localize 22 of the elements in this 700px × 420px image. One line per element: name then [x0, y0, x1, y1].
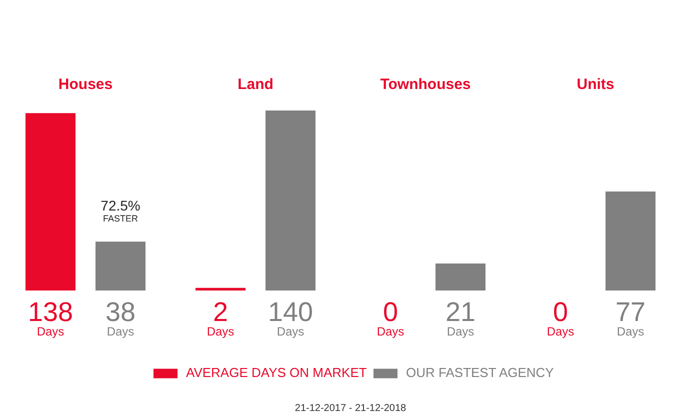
bar	[606, 192, 656, 290]
x-tick-label: Townhouses	[380, 76, 471, 93]
text: 21-12-2017 - 21-12-2018	[294, 403, 407, 414]
x-tick-label: Land	[238, 76, 274, 93]
bar	[26, 113, 76, 290]
data-label: 38 Days	[105, 297, 136, 338]
data-label: 138 Days	[28, 297, 74, 338]
data-label: 21 Days	[445, 297, 476, 338]
bar	[96, 242, 146, 290]
x-tick-label: Units	[576, 76, 614, 93]
data-label: 140 Days	[268, 297, 314, 338]
legend-label: AVERAGE DAYS ON MARKET	[186, 365, 367, 380]
data-label: 0 Days	[546, 297, 574, 338]
x-tick-label: Houses	[58, 76, 113, 93]
annotation: 72.5% FASTER	[100, 198, 140, 224]
bar	[436, 264, 486, 290]
bar	[196, 288, 246, 290]
data-label: 77 Days	[615, 297, 646, 338]
bar	[266, 110, 316, 290]
legend-label: OUR FASTEST AGENCY	[406, 365, 554, 380]
data-label: 2 Days	[206, 297, 234, 338]
data-label: 0 Days	[376, 297, 404, 338]
